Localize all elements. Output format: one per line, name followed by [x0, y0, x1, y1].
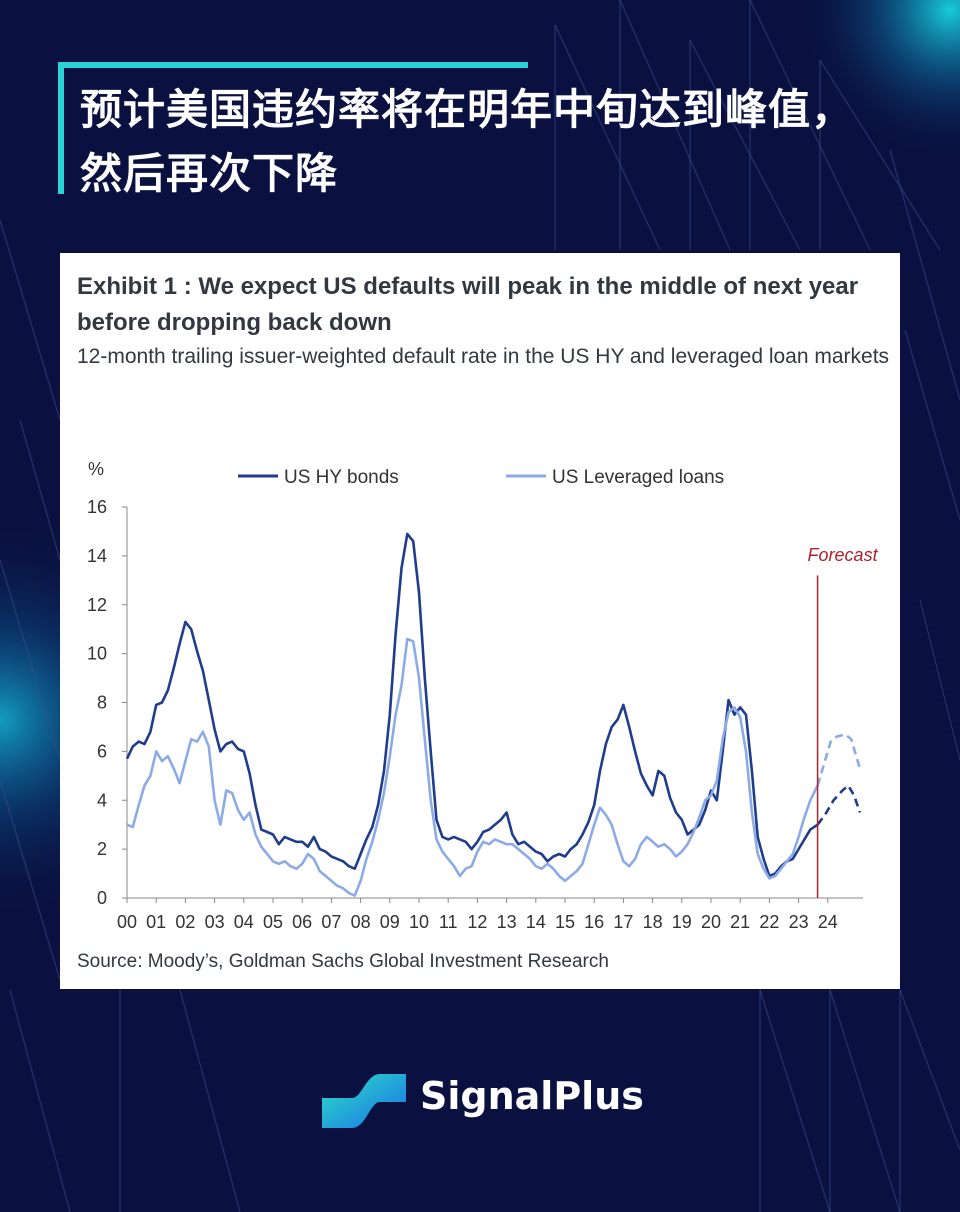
y-tick-label: 16 — [87, 497, 107, 517]
brand-name: SignalPlus — [420, 1074, 644, 1118]
x-tick-label: 02 — [175, 912, 195, 932]
x-tick-label: 04 — [234, 912, 254, 932]
x-tick-label: 14 — [526, 912, 546, 932]
y-tick-label: 10 — [87, 644, 107, 664]
headline: 预计美国违约率将在明年中旬达到峰值， 然后再次下降 — [80, 78, 940, 206]
y-tick-label: 12 — [87, 595, 107, 615]
x-tick-label: 23 — [789, 912, 809, 932]
y-tick-label: 4 — [97, 790, 107, 810]
y-tick-label: 2 — [97, 839, 107, 859]
x-tick-label: 01 — [146, 912, 166, 932]
x-tick-label: 00 — [117, 912, 137, 932]
legend-label-hy: US HY bonds — [284, 467, 399, 488]
forecast-label: Forecast — [808, 545, 879, 565]
headline-accent-top — [58, 62, 528, 68]
exhibit-card: Exhibit 1 : We expect US defaults will p… — [60, 253, 900, 989]
x-tick-label: 21 — [730, 912, 750, 932]
y-tick-label: 14 — [87, 546, 107, 566]
forecast-line-leveraged-loans — [816, 732, 862, 786]
x-tick-label: 17 — [613, 912, 633, 932]
source-note: Source: Moody’s, Goldman Sachs Global In… — [77, 951, 609, 972]
signalplus-logo-icon — [322, 1074, 406, 1128]
headline-accent-bar — [58, 62, 64, 194]
y-tick-label: 8 — [97, 693, 107, 713]
y-tick-label: 6 — [97, 741, 107, 761]
x-tick-label: 20 — [701, 912, 721, 932]
x-tick-label: 18 — [643, 912, 663, 932]
series-line-hy-bonds — [125, 532, 819, 878]
x-tick-label: 10 — [409, 912, 429, 932]
x-tick-label: 19 — [672, 912, 692, 932]
series-line-leveraged-loans — [126, 637, 819, 897]
x-tick-label: 22 — [759, 912, 779, 932]
forecast-marker: Forecast — [808, 545, 879, 898]
forecast-line-hy-bonds — [816, 783, 862, 826]
x-tick-label: 13 — [497, 912, 517, 932]
x-tick-label: 07 — [321, 912, 341, 932]
legend-label-loans: US Leveraged loans — [552, 467, 724, 488]
x-tick-label: 08 — [351, 912, 371, 932]
x-tick-label: 05 — [263, 912, 283, 932]
x-tick-label: 16 — [584, 912, 604, 932]
y-axis-label: % — [88, 459, 104, 479]
default-rate-chart: % US HY bonds US Leveraged loans 0246810… — [87, 459, 879, 932]
x-tick-label: 12 — [467, 912, 487, 932]
x-tick-label: 15 — [555, 912, 575, 932]
series-lines — [125, 532, 862, 897]
x-tick-label: 11 — [439, 912, 458, 932]
headline-line-2: 然后再次下降 — [80, 149, 339, 198]
exhibit-subtitle: 12-month trailing issuer-weighted defaul… — [77, 345, 890, 368]
x-tick-label: 24 — [818, 912, 838, 932]
y-tick-label: 0 — [97, 888, 107, 908]
legend: US HY bonds US Leveraged loans — [238, 467, 724, 488]
x-tick-label: 03 — [205, 912, 225, 932]
x-tick-label: 06 — [292, 912, 312, 932]
x-tick-label: 09 — [380, 912, 400, 932]
headline-line-1: 预计美国违约率将在明年中旬达到峰值， — [80, 85, 855, 134]
exhibit-title: Exhibit 1 : We expect US defaults will p… — [77, 273, 859, 336]
